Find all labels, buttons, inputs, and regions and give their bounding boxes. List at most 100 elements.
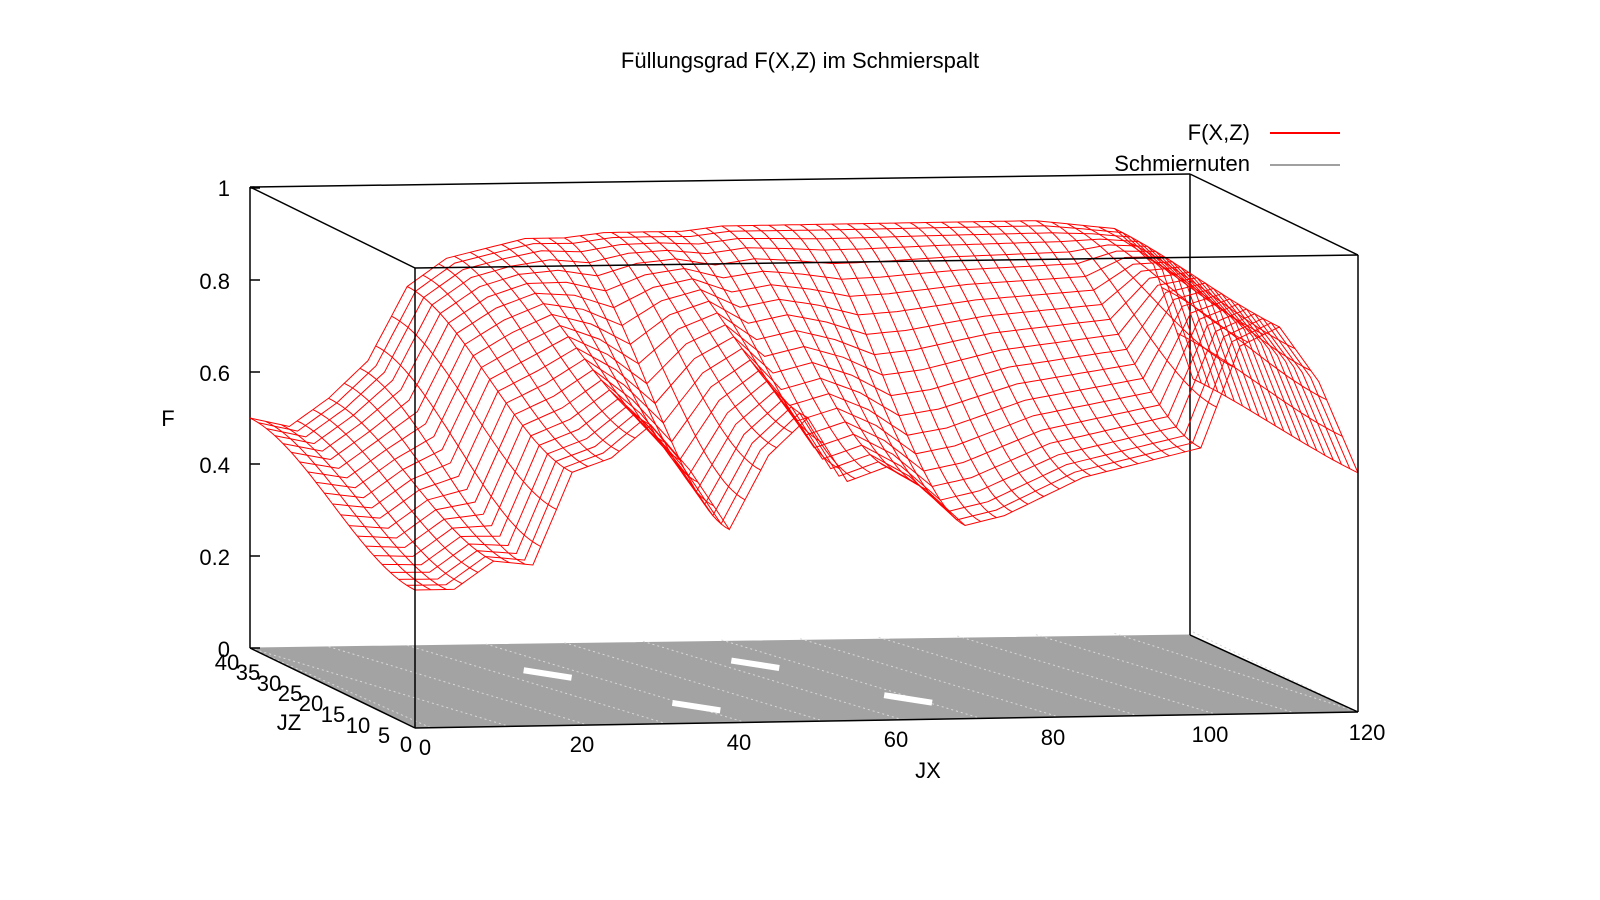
- surface-line-jx: [1098, 226, 1264, 336]
- base-plane-line: [642, 640, 903, 721]
- groove-mark-0: [523, 667, 573, 681]
- surface-line-jz: [357, 293, 1301, 539]
- base-plane-line: [249, 647, 510, 727]
- box-back-edges: [249, 173, 1191, 648]
- surface-line-jx: [721, 225, 887, 468]
- y-tick-0: 0: [400, 732, 412, 757]
- surface-line-jx: [957, 221, 1123, 469]
- surface-line-jx: [469, 251, 636, 439]
- surface-line-jx: [815, 223, 982, 522]
- surface-line-jx: [296, 420, 463, 585]
- z-tick-5: 1: [218, 176, 230, 201]
- x-tick-0: 0: [419, 735, 431, 760]
- surface-line-jz: [381, 308, 1326, 566]
- surface-line-jx: [1035, 220, 1202, 449]
- y-tick-1: 5: [378, 723, 390, 748]
- surface-line-jx: [768, 224, 934, 498]
- surface-line-jx: [312, 409, 479, 573]
- surface-line-jx: [516, 240, 683, 462]
- surface-line-jx: [1019, 220, 1186, 453]
- surface-line-jx: [846, 223, 1013, 513]
- z-tick-3: 0.6: [199, 361, 230, 386]
- surface-line-jx: [391, 315, 557, 510]
- y-tick-8: 40: [215, 650, 239, 675]
- surface-line-jz: [365, 298, 1309, 548]
- surface-line-jx: [988, 221, 1154, 461]
- surface-line-jx: [485, 247, 652, 426]
- base-plane-line: [721, 639, 981, 719]
- surface-line-jx: [894, 222, 1060, 490]
- x-axis: 0 20 40 60 80 100 120 JX: [419, 720, 1385, 783]
- surface-line-jx: [909, 222, 1076, 482]
- x-axis-label: JX: [915, 758, 941, 783]
- surface-line-jx: [799, 224, 966, 526]
- legend-label-grooves: Schmiernuten: [1114, 151, 1250, 176]
- z-axis: 0 0.2 0.4 0.6 0.8 1 F: [161, 176, 260, 662]
- base-plane-lines: [249, 631, 1359, 729]
- y-tick-5: 25: [278, 681, 302, 706]
- y-tick-4: 20: [299, 691, 323, 716]
- y-axis-label: JZ: [277, 710, 301, 735]
- chart-title: Füllungsgrad F(X,Z) im Schmierspalt: [621, 48, 979, 73]
- base-plane-line: [1035, 634, 1296, 714]
- surface-line-jx: [674, 230, 840, 470]
- z-tick-4: 0.8: [199, 269, 230, 294]
- surface-line-jx: [689, 229, 856, 480]
- groove-mark-2: [730, 657, 780, 671]
- base-plane-line: [564, 642, 824, 722]
- base-plane-line: [328, 646, 589, 726]
- x-tick-4: 80: [1041, 725, 1065, 750]
- surface-line-jx: [579, 235, 746, 501]
- surface-line-jx: [406, 286, 573, 473]
- surface-line-jx: [642, 231, 809, 419]
- surface-line-jx: [611, 232, 777, 449]
- surface-line-jx: [1145, 256, 1312, 372]
- surface-line-jx: [1082, 224, 1249, 343]
- surface-line-jx: [438, 263, 604, 462]
- x-tick-6: 120: [1349, 720, 1386, 745]
- surface-wireframe: [249, 220, 1359, 591]
- surface-line-jx: [375, 345, 541, 547]
- surface-line-jx: [626, 231, 793, 434]
- surface-line-jx: [1114, 228, 1280, 328]
- surface-line-jx: [1192, 378, 1359, 474]
- surface-line-jx: [595, 233, 762, 471]
- surface-line-jx: [1004, 220, 1170, 457]
- x-tick-5: 100: [1192, 722, 1229, 747]
- z-tick-2: 0.4: [199, 453, 230, 478]
- surface-line-jx: [344, 382, 510, 564]
- surface-line-jx: [1161, 287, 1327, 401]
- surface-line-jx: [705, 227, 872, 474]
- groove-mark-1: [671, 699, 721, 714]
- surface-line-jx: [422, 274, 589, 467]
- surface-line-jx: [328, 397, 494, 562]
- groove-base-plane: [249, 634, 1359, 729]
- y-tick-2: 10: [346, 713, 370, 738]
- surface-line-jx: [862, 223, 1029, 505]
- surface-line-jx: [736, 225, 903, 477]
- surface-line-jx: [454, 255, 620, 452]
- surface-line-jx: [784, 224, 950, 512]
- surface-line-jx: [564, 237, 730, 530]
- y-tick-7: 35: [236, 660, 260, 685]
- surface-line-jx: [1177, 332, 1343, 437]
- surface-line-jz: [373, 303, 1318, 557]
- box-front-edges: [249, 173, 1359, 729]
- base-plane-line: [799, 638, 1060, 718]
- surface-line-jx: [878, 222, 1044, 497]
- surface-line-jx: [359, 367, 526, 565]
- x-tick-1: 20: [570, 732, 594, 757]
- surface-line-jx: [925, 222, 1092, 476]
- y-tick-3: 15: [321, 702, 345, 727]
- base-plane-line: [1192, 631, 1359, 713]
- groove-marks: [523, 657, 933, 714]
- groove-mark-3: [883, 692, 933, 706]
- surface-line-jx: [972, 221, 1139, 465]
- surface-line-jx: [658, 231, 824, 444]
- legend: F(X,Z) Schmiernuten: [1114, 120, 1340, 176]
- z-tick-1: 0.2: [199, 545, 230, 570]
- base-plane-line: [407, 644, 667, 725]
- y-axis: 0 5 10 15 20 25 30 35 40 JZ: [215, 650, 412, 757]
- base-plane-line: [957, 635, 1217, 715]
